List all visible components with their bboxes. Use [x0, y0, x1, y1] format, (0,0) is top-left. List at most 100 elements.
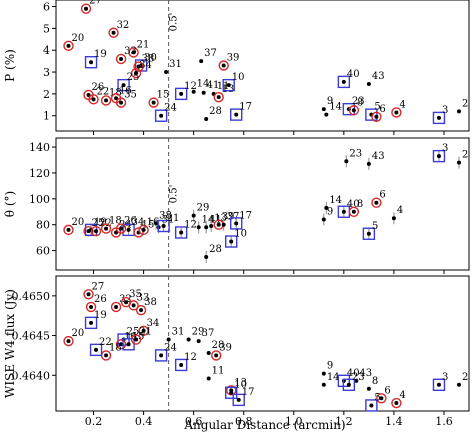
point-label: 21 [167, 213, 180, 224]
data-point-10: 10 [222, 72, 244, 92]
marker-square [225, 386, 238, 399]
marker-dot [186, 337, 191, 342]
point-label: 9 [327, 207, 333, 218]
data-point-5: 5 [362, 221, 378, 240]
marker-dot [89, 304, 94, 309]
data-point-41: 41 [201, 80, 219, 95]
point-label: 3 [442, 143, 448, 154]
point-label: 18 [109, 87, 122, 98]
point-label: 15 [142, 219, 155, 230]
data-point-23: 23 [344, 148, 362, 168]
marker-circle [348, 206, 360, 217]
point-label: 2 [462, 372, 468, 383]
marker-dot [436, 115, 441, 120]
marker-dot [121, 83, 126, 88]
panel-3: 0.4640 0.4645 0.4650 0.2 0.4 0.6 0.8 1.0 1.2 1.4 1… [3, 275, 470, 428]
marker-dot [94, 347, 99, 352]
marker-dot [324, 112, 329, 117]
marker-dot [124, 300, 129, 305]
data-point-21: 21 [128, 39, 149, 58]
data-point-12: 12 [174, 81, 197, 101]
marker-dot [66, 227, 71, 232]
marker-dot [344, 159, 349, 164]
point-label: 20 [72, 33, 85, 44]
marker-circle [391, 397, 402, 409]
data-point-17: 17 [230, 210, 252, 230]
point-label: 13 [222, 84, 235, 95]
marker-dot [394, 401, 399, 406]
marker-dot [204, 225, 209, 230]
marker-dot [191, 213, 196, 218]
point-label: 20 [72, 217, 85, 228]
point-label: 10 [234, 229, 247, 240]
marker-square [154, 349, 168, 362]
y-tick-label: 140 [29, 141, 50, 154]
plot-frame [55, 137, 470, 271]
marker-square [230, 108, 243, 121]
marker-square [365, 108, 378, 121]
marker-circle [135, 304, 147, 316]
data-point-4: 4 [391, 390, 406, 409]
marker-dot [321, 107, 326, 112]
marker-dot [66, 43, 71, 48]
data-point-2: 2 [456, 372, 468, 387]
marker-dot [321, 371, 326, 376]
marker-dot [201, 90, 206, 95]
marker-dot [179, 230, 184, 235]
marker-dot [436, 382, 441, 387]
point-label: 9 [327, 96, 333, 107]
point-label: 17 [242, 387, 255, 398]
point-label: 21 [139, 327, 152, 338]
data-point-23: 23 [342, 372, 365, 391]
point-label: 11 [212, 365, 225, 376]
marker-dot [136, 64, 141, 69]
point-label: 4 [399, 99, 405, 110]
data-point-29: 29 [186, 327, 204, 342]
marker-circle [148, 97, 159, 108]
data-point-32: 32 [110, 294, 132, 313]
marker-dot [89, 60, 94, 65]
data-point-40: 40 [337, 69, 360, 89]
point-label: 13 [214, 213, 227, 224]
y-axis-label: θ (°) [3, 191, 17, 217]
data-point-34: 34 [138, 318, 159, 336]
x-tick-label: 0.4 [135, 415, 153, 428]
data-point-26: 26 [115, 216, 137, 234]
point-label: 23 [352, 96, 365, 107]
marker-square [89, 343, 103, 357]
x-tick-label: 1.6 [435, 415, 453, 428]
data-point-8: 8 [366, 376, 378, 391]
point-label: 20 [72, 328, 85, 339]
point-label: 38 [144, 297, 157, 308]
data-point-14: 14 [196, 214, 215, 234]
point-label: 12 [184, 219, 197, 230]
point-label: 27 [89, 0, 102, 7]
marker-dot [436, 154, 441, 159]
point-label: 5 [372, 221, 378, 232]
marker-circle [83, 289, 94, 300]
marker-circle [63, 335, 74, 347]
point-label: 14 [202, 214, 215, 225]
point-label: 2 [462, 150, 468, 161]
x-tick-label: 1.4 [385, 415, 403, 428]
point-label: 31 [162, 214, 175, 225]
marker-circle [213, 91, 224, 103]
point-label: 41 [209, 214, 222, 225]
marker-dot [114, 304, 119, 309]
marker-circle [80, 3, 92, 14]
marker-square [122, 223, 135, 237]
marker-square [174, 226, 188, 239]
data-point-37: 37 [196, 328, 214, 344]
x-tick-label: 1.0 [285, 415, 303, 428]
marker-dot [351, 108, 356, 113]
data-point-31: 31 [164, 59, 182, 75]
marker-square [174, 358, 188, 372]
point-label: 32 [119, 294, 132, 305]
data-point-43: 43 [366, 151, 385, 170]
marker-dot [104, 353, 109, 358]
marker-dot [456, 160, 461, 165]
data-point-14: 14 [321, 372, 340, 387]
marker-dot [119, 56, 124, 61]
data-point-20: 20 [63, 217, 85, 236]
